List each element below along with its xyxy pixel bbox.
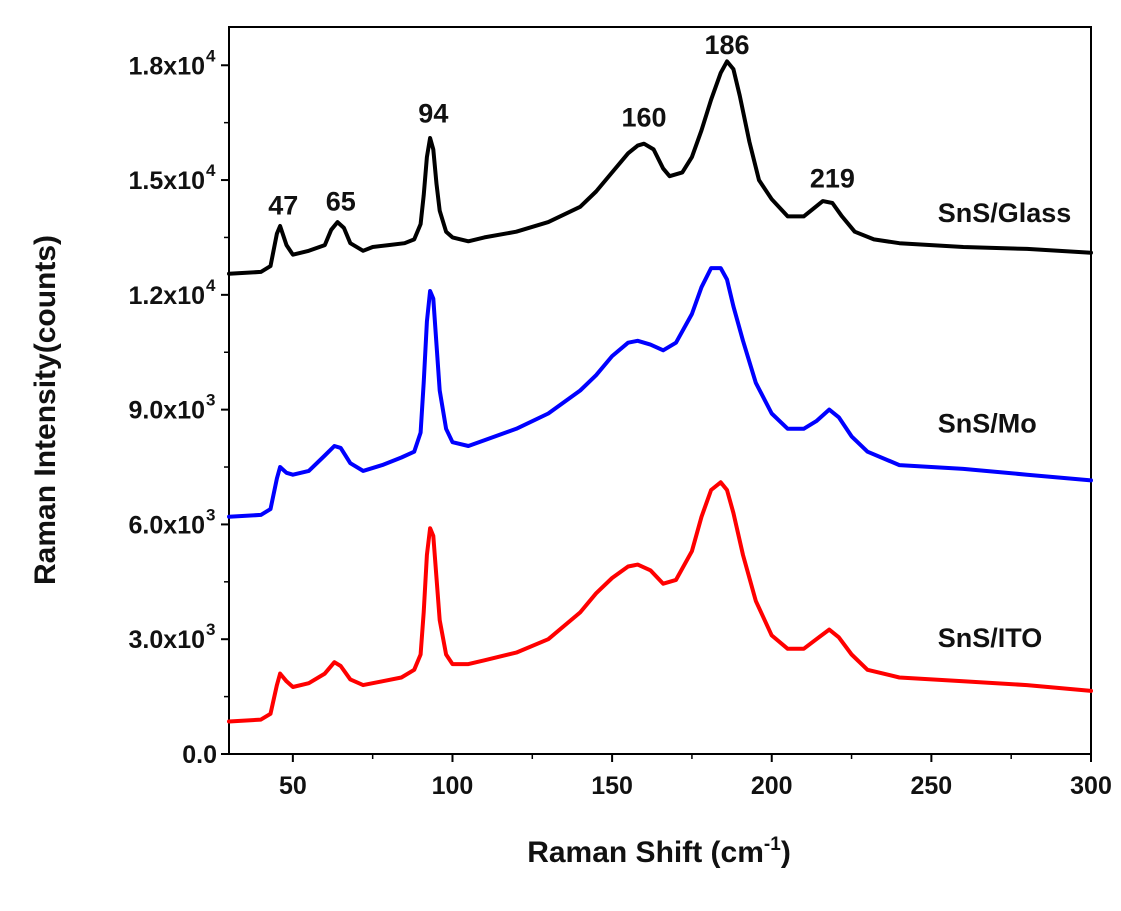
x-tick-label: 300 <box>1070 772 1112 800</box>
x-axis-title: Raman Shift (cm-1) <box>527 834 791 869</box>
y-tick-label: 3.0x10 <box>129 626 205 654</box>
plot-frame <box>228 26 1092 755</box>
y-axis-title: Raman Intensity(counts) <box>29 235 62 585</box>
x-tick-label: 50 <box>279 772 307 800</box>
label-layer: SnS/Glass SnS/Mo SnS/ITO 47 65 94 160 186 219 <box>268 30 1071 653</box>
peak-label: 94 <box>418 99 448 129</box>
series-layer <box>227 59 1093 724</box>
y-tick-label: 6.0x10 <box>129 511 205 539</box>
plot-area <box>228 26 1092 755</box>
series-line-0 <box>227 59 1093 276</box>
y-tick-exponent: 4 <box>206 161 216 180</box>
peak-label: 47 <box>268 190 298 220</box>
y-tick-exponent: 4 <box>206 46 216 65</box>
x-tick-label: 150 <box>591 772 633 800</box>
peak-label: 160 <box>622 102 667 132</box>
x-tick-label: 200 <box>751 772 793 800</box>
x-tick-label: 100 <box>432 772 474 800</box>
y-tick-exponent: 3 <box>206 505 215 524</box>
peak-label: 65 <box>326 187 356 217</box>
series-line-1 <box>227 266 1093 519</box>
series-label-1: SnS/Mo <box>938 409 1037 439</box>
y-tick-label: 1.2x10 <box>129 282 205 310</box>
series-line-2 <box>227 480 1093 724</box>
series-label-0: SnS/Glass <box>938 198 1072 228</box>
peak-label: 186 <box>705 30 750 60</box>
y-tick-exponent: 3 <box>206 620 215 639</box>
y-tick-label: 0.0 <box>182 741 217 769</box>
y-tick-label: 1.8x10 <box>129 52 205 80</box>
x-tick-label: 250 <box>911 772 953 800</box>
y-tick-label: 1.5x10 <box>129 167 205 195</box>
y-tick-exponent: 3 <box>206 391 215 410</box>
y-tick-exponent: 4 <box>206 276 216 295</box>
series-label-2: SnS/ITO <box>938 623 1043 653</box>
y-tick-label: 9.0x10 <box>129 397 205 425</box>
peak-label: 219 <box>810 164 855 194</box>
